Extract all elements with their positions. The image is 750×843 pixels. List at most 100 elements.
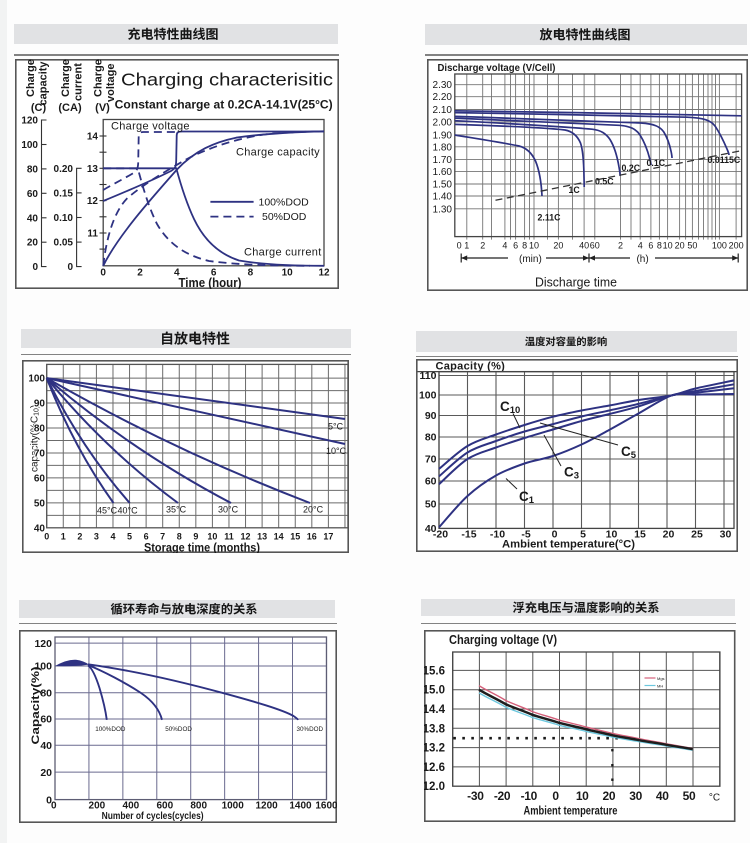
svg-text:2.10: 2.10 [433,105,453,116]
svg-text:4: 4 [638,241,643,251]
svg-text:2: 2 [618,241,623,251]
svg-text:-20: -20 [433,529,448,541]
svg-text:0.05: 0.05 [54,238,74,249]
svg-text:Number of cycles(cycles): Number of cycles(cycles) [102,810,204,822]
svg-text:20: 20 [553,241,563,251]
svg-text:voltage: voltage [105,63,117,102]
svg-text:1600: 1600 [315,801,337,812]
svg-text:8: 8 [657,241,662,251]
svg-text:100%DOD: 100%DOD [95,726,126,733]
svg-text:80: 80 [27,164,39,175]
svg-text:60: 60 [590,241,600,251]
svg-text:0: 0 [46,794,52,806]
svg-text:1.30: 1.30 [433,204,453,215]
svg-text:Ambient temperature(°C): Ambient temperature(°C) [502,539,635,551]
svg-text:80: 80 [40,688,52,700]
svg-text:1C: 1C [569,185,581,195]
svg-text:10: 10 [207,532,217,542]
svg-text:15: 15 [634,529,646,541]
svg-text:40°C: 40°C [118,506,139,516]
svg-text:(h): (h) [636,254,648,265]
svg-text:Charge: Charge [25,59,37,97]
svg-text:4: 4 [110,532,115,542]
svg-text:14: 14 [274,532,284,542]
svg-text:0.1C: 0.1C [647,158,666,168]
svg-text:1: 1 [464,241,469,251]
svg-text:8: 8 [248,268,254,279]
svg-text:1.50: 1.50 [433,180,453,191]
svg-text:50%DOD: 50%DOD [165,726,192,733]
svg-text:30: 30 [629,789,642,803]
svg-text:200: 200 [89,801,106,812]
svg-text:8: 8 [177,532,182,542]
svg-text:Discharge time: Discharge time [535,275,617,290]
svg-text:100: 100 [712,241,727,251]
svg-text:12.6: 12.6 [424,762,445,774]
svg-text:10: 10 [529,241,539,251]
svg-text:-30: -30 [467,789,484,803]
svg-text:17: 17 [323,532,333,542]
svg-text:4: 4 [502,241,507,251]
svg-text:2.00: 2.00 [433,117,453,128]
svg-text:capacity: capacity [38,61,50,106]
svg-text:60: 60 [40,714,52,726]
svg-text:100: 100 [21,140,38,151]
svg-text:90: 90 [425,410,437,422]
svg-text:50: 50 [687,241,697,251]
svg-text:25: 25 [691,529,703,541]
svg-text:30°C: 30°C [218,505,239,515]
svg-text:10: 10 [663,241,673,251]
svg-text:2: 2 [480,241,485,251]
svg-text:2.30: 2.30 [433,80,453,91]
svg-text:100: 100 [34,661,52,673]
svg-text:0.2C: 0.2C [622,163,641,173]
svg-text:Charge current: Charge current [244,247,322,259]
svg-text:400: 400 [123,801,140,812]
svg-text:-10: -10 [490,529,505,541]
svg-text:40: 40 [656,789,669,803]
svg-text:40: 40 [27,213,39,224]
svg-text:(C): (C) [31,102,47,114]
svg-text:0: 0 [552,789,559,803]
svg-text:6: 6 [211,268,217,279]
svg-text:40: 40 [425,523,437,535]
svg-text:2.20: 2.20 [433,92,453,103]
svg-text:80: 80 [34,424,46,435]
svg-text:(min): (min) [519,254,542,265]
svg-text:30: 30 [720,529,732,541]
svg-text:0.0115C: 0.0115C [708,155,741,165]
svg-text:15: 15 [290,532,300,542]
svg-text:5: 5 [127,532,132,542]
svg-text:1000: 1000 [222,801,245,812]
svg-text:120: 120 [21,116,38,127]
svg-text:Charge capacity: Charge capacity [236,147,320,159]
svg-text:80: 80 [425,432,437,444]
svg-text:4: 4 [174,268,180,279]
svg-text:6: 6 [648,241,653,251]
svg-text:12.0: 12.0 [424,781,445,793]
svg-text:40: 40 [34,523,46,534]
svg-text:20: 20 [663,529,675,541]
svg-text:1.60: 1.60 [433,167,453,178]
svg-text:MH: MH [657,684,663,689]
svg-text:14: 14 [87,132,99,143]
svg-text:50: 50 [34,498,46,509]
svg-text:Ambient temperature: Ambient temperature [524,806,618,818]
svg-text:16: 16 [307,532,317,542]
svg-text:600: 600 [156,801,173,812]
svg-text:6: 6 [144,532,149,542]
svg-text:0: 0 [51,801,57,812]
svg-text:10: 10 [282,268,294,279]
svg-text:Storage time (months): Storage time (months) [144,543,260,554]
svg-text:11: 11 [87,229,98,240]
svg-text:0: 0 [44,532,49,542]
svg-text:2.11C: 2.11C [538,213,562,223]
svg-text:current: current [73,63,85,101]
svg-text:0.10: 0.10 [54,213,74,224]
svg-text:1.40: 1.40 [433,192,453,203]
svg-text:20°C: 20°C [303,505,324,515]
svg-text:30%DOD: 30%DOD [297,726,324,733]
svg-text:14.4: 14.4 [424,704,446,716]
svg-text:100%DOD: 100%DOD [259,196,310,208]
svg-text:12: 12 [241,532,251,542]
